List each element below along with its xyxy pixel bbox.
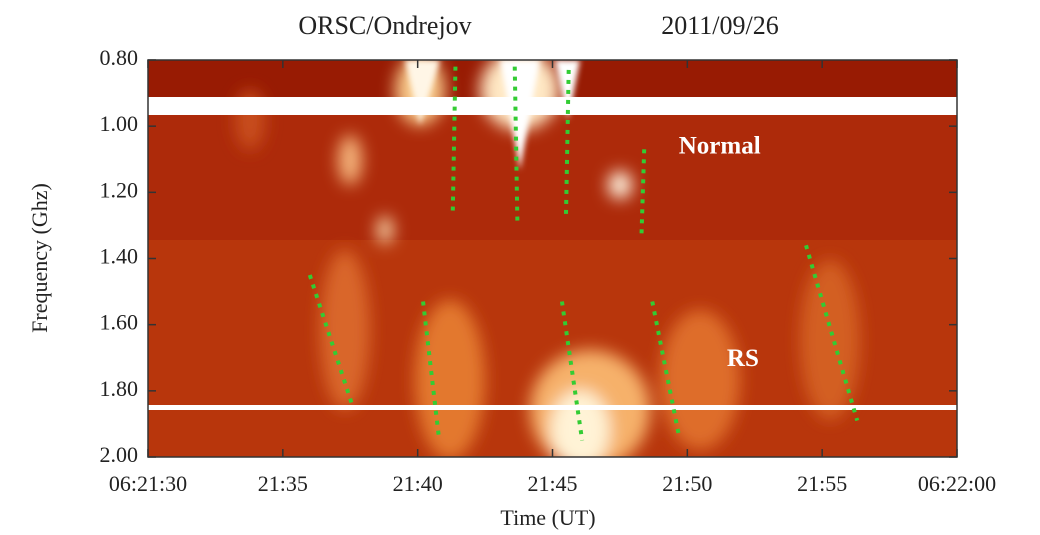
annotation: Normal	[679, 133, 761, 160]
x-tick-label: 06:22:00	[918, 471, 996, 496]
y-tick-label: 1.40	[100, 244, 139, 269]
x-tick-label: 21:35	[258, 471, 308, 496]
x-tick-label: 21:55	[797, 471, 847, 496]
y-tick-label: 2.00	[100, 442, 139, 467]
drift-track	[307, 274, 355, 408]
y-tick-label: 1.60	[100, 310, 139, 335]
y-tick-label: 1.20	[100, 177, 139, 202]
drift-track	[804, 244, 860, 422]
y-axis-title: Frequency (Ghz)	[27, 183, 52, 333]
drift-track	[421, 301, 442, 441]
drift-track	[639, 149, 647, 236]
drift-track	[563, 69, 571, 216]
y-tick-label: 0.80	[100, 45, 139, 70]
x-tick-label: 21:45	[527, 471, 577, 496]
chart-title: ORSC/Ondrejov	[298, 11, 471, 40]
spectrogram-field	[148, 60, 957, 457]
chart-date: 2011/09/26	[661, 11, 778, 40]
x-axis-title: Time (UT)	[500, 505, 595, 530]
x-tick-label: 21:50	[662, 471, 712, 496]
x-tick-label: 21:40	[393, 471, 443, 496]
drift-track	[559, 301, 585, 441]
y-tick-label: 1.00	[100, 111, 139, 136]
drift-track	[650, 301, 682, 438]
y-tick-label: 1.80	[100, 376, 139, 401]
drift-track	[512, 66, 520, 226]
x-tick-label: 06:21:30	[109, 471, 187, 496]
annotation: RS	[727, 345, 759, 372]
